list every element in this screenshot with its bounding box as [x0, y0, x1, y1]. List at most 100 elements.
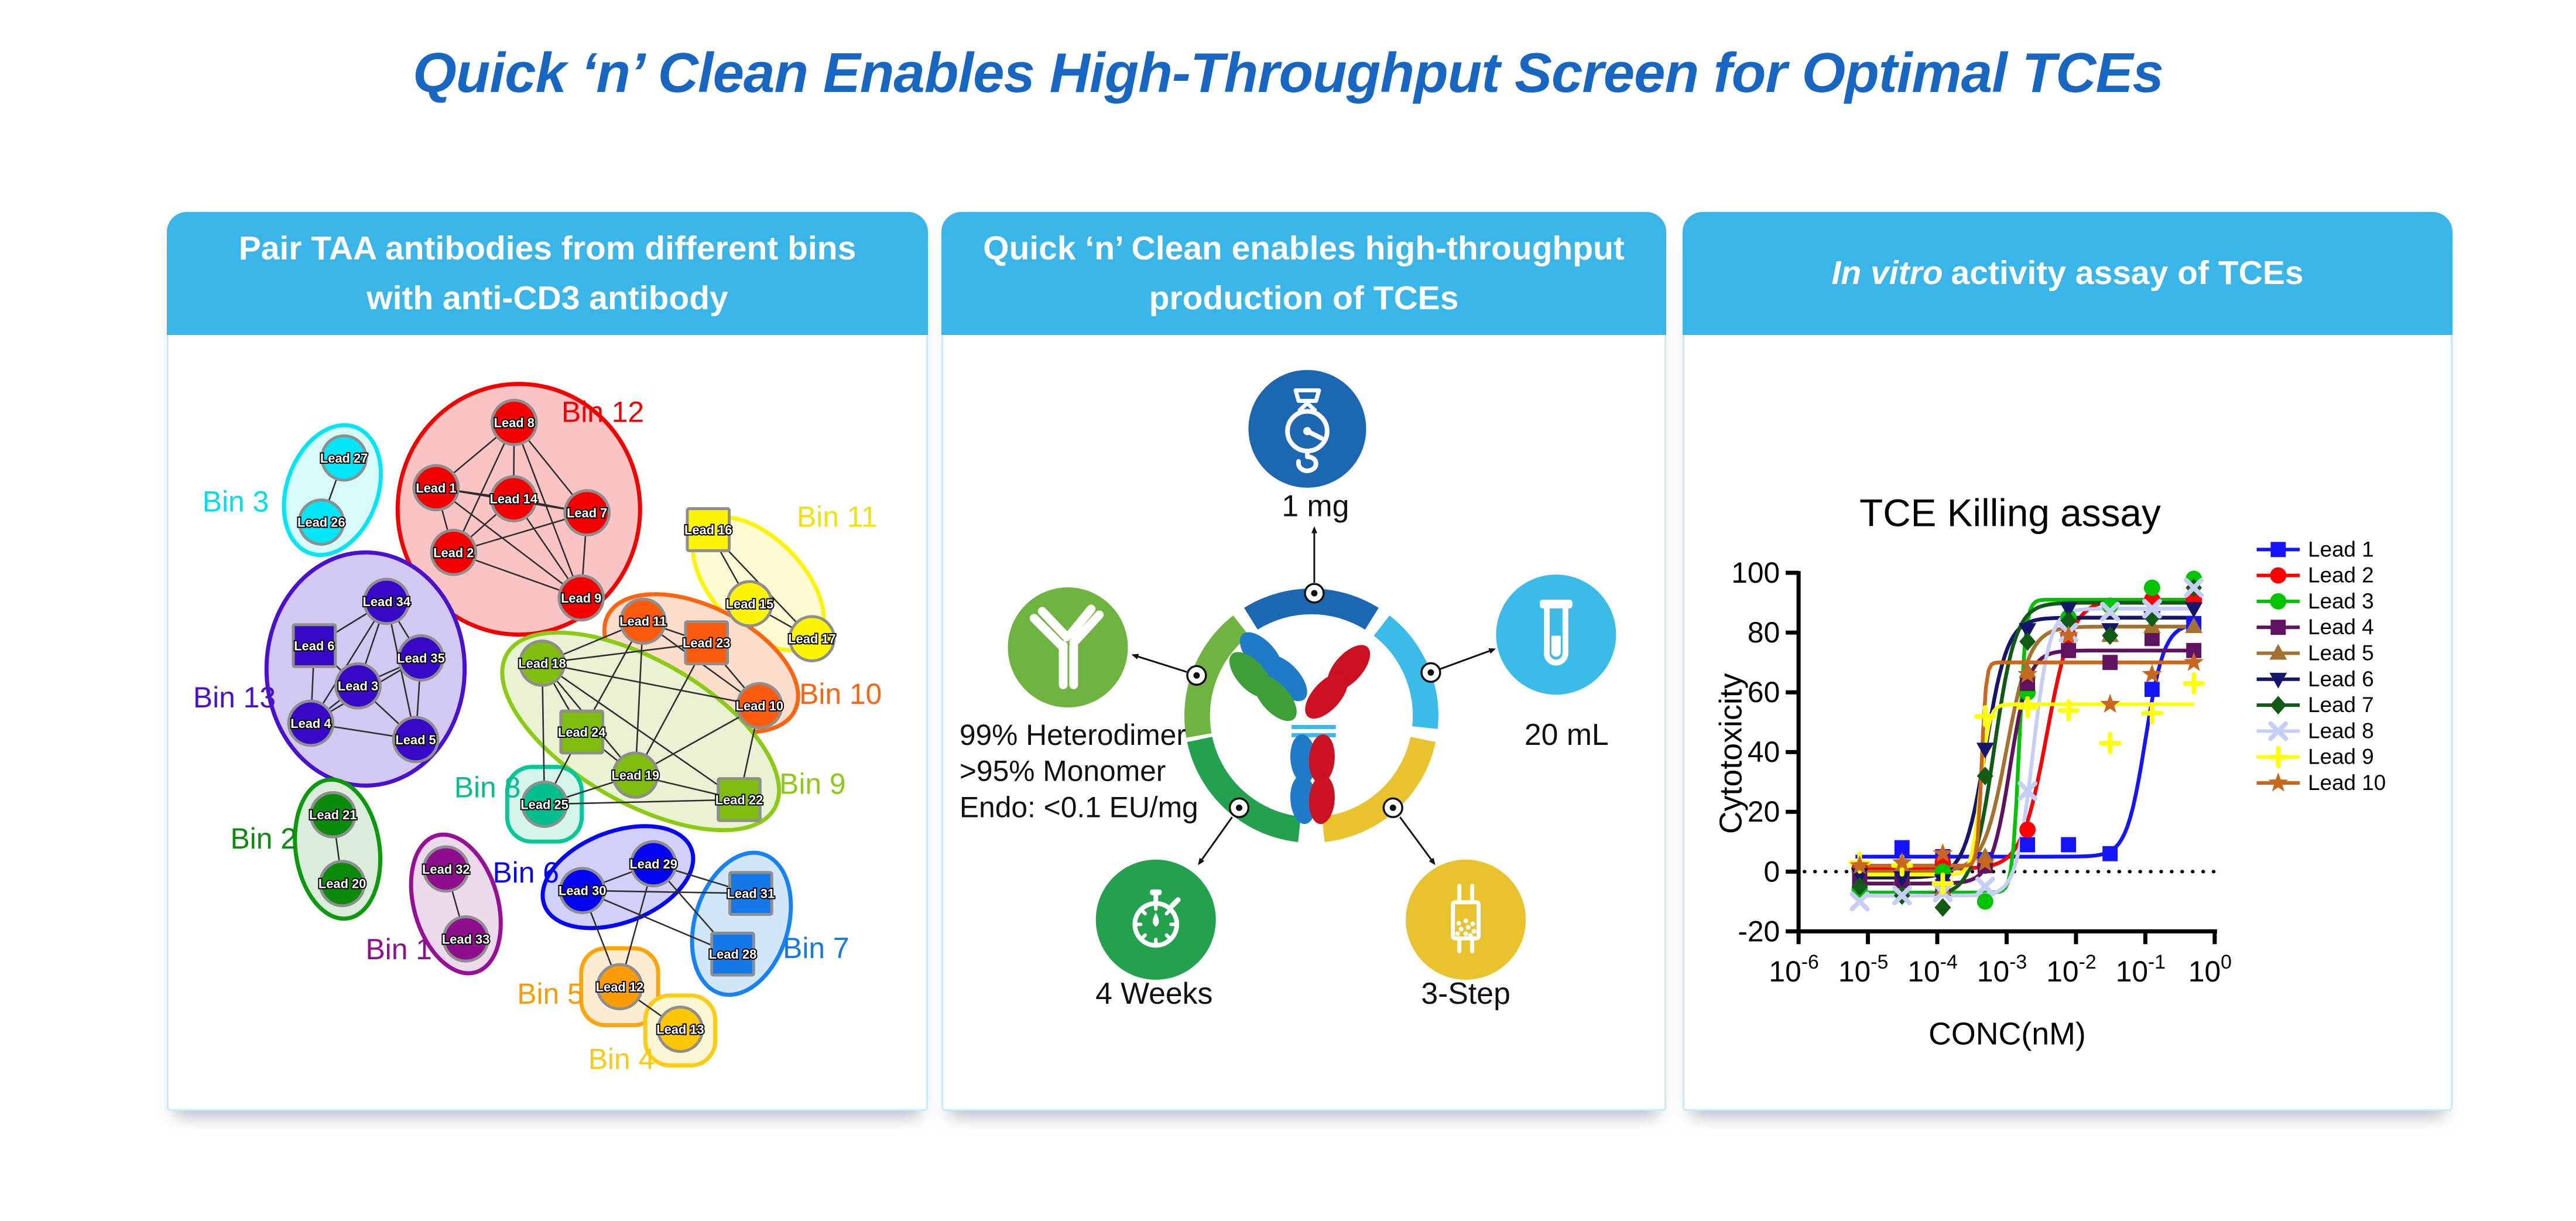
data-point-lead-10	[2017, 663, 2038, 683]
cycle-step-label: 1 mg	[1282, 489, 1349, 523]
cycle-arc-lower-left	[1187, 736, 1301, 842]
series-curve-lead-1	[1855, 623, 2194, 859]
network-edge	[436, 487, 582, 598]
network-node	[490, 399, 538, 446]
bin-label: Bin 7	[783, 932, 849, 965]
data-point-lead-2	[2019, 821, 2036, 838]
bin-label: Bin 1	[365, 933, 431, 966]
cycle-arc-upper-right	[1373, 615, 1438, 729]
network-node	[563, 489, 611, 536]
bin-label: Bin 8	[454, 771, 520, 803]
legend-marker	[2270, 696, 2287, 715]
network-node-label: Lead 5	[395, 733, 436, 747]
network-node	[334, 662, 382, 710]
data-point-lead-1	[2020, 837, 2036, 853]
panel-production-body: 1 mg 20 mL 4 Weeks 3-Step 99% Heterodimer >95…	[943, 335, 1664, 1109]
network-node	[788, 615, 836, 662]
data-point-lead-6	[2185, 602, 2203, 618]
legend-label: Lead 6	[2308, 667, 2374, 691]
bin-label: Bin 12	[561, 395, 644, 428]
data-point-lead-4	[2061, 642, 2077, 658]
network-node	[726, 580, 773, 628]
data-point-lead-10	[1933, 843, 1953, 863]
network-node-label: Lead 24	[558, 725, 606, 740]
network-node	[518, 639, 566, 687]
data-point-lead-3	[1976, 893, 1993, 910]
cycle-step-label: 4 Weeks	[1095, 976, 1212, 1010]
panel-binning: Pair TAA antibodies from different bins …	[167, 212, 928, 1111]
x-tick-label: 10-4	[1907, 951, 1957, 988]
bin-label: Bin 6	[492, 856, 559, 889]
network-node-label: Lead 29	[629, 857, 677, 871]
network-node-label: Lead 9	[561, 591, 601, 606]
bin-label: Bin 11	[797, 501, 877, 533]
legend-marker	[2268, 721, 2289, 741]
data-point-lead-3	[2143, 579, 2160, 596]
y-tick-label: 80	[1748, 616, 1780, 649]
x-tick-label: 10-1	[2116, 951, 2166, 988]
network-node-label: Lead 8	[494, 415, 535, 430]
panel-assay-title-italic: In vitro	[1831, 254, 1943, 292]
data-point-lead-1	[2061, 837, 2077, 853]
bin-label: Bin 10	[799, 678, 882, 710]
network-node	[397, 634, 445, 682]
data-point-lead-10	[1849, 855, 1870, 874]
network-node	[362, 577, 410, 625]
data-point-lead-8	[1849, 891, 1870, 912]
network-node-label: Lead 1	[416, 481, 456, 495]
bin-label: Bin 2	[231, 822, 297, 855]
network-node-label: Lead 10	[736, 699, 783, 713]
network-node	[728, 871, 773, 916]
network-node-label: Lead 12	[596, 980, 643, 994]
data-point-lead-10	[2184, 652, 2204, 671]
network-node-label: Lead 28	[709, 947, 756, 962]
y-tick-label: -20	[1738, 915, 1780, 948]
series-curve-lead-9	[1855, 702, 2194, 877]
network-node-label: Lead 7	[567, 506, 607, 521]
bin-label: Bin 4	[588, 1042, 655, 1075]
network-node-label: Lead 6	[294, 639, 334, 654]
killing-assay-chart: TCE Killing assay Cytotoxicity CONC(nM) -20…	[1714, 492, 2386, 1052]
network-node-label: Lead 31	[727, 887, 775, 901]
network-node	[611, 751, 659, 799]
panel-assay-body: TCE Killing assay Cytotoxicity CONC(nM) -20…	[1684, 335, 2451, 1109]
network-node-label: Lead 11	[619, 614, 666, 629]
legend-label: Lead 7	[2308, 693, 2374, 717]
cycle-connector-dot	[1427, 669, 1434, 676]
data-point-lead-1	[2144, 682, 2160, 697]
bin-label: Bin 13	[193, 681, 276, 714]
network-node	[656, 1005, 704, 1053]
bin-label: Bin 9	[779, 767, 845, 800]
network-node	[292, 623, 337, 668]
cycle-arrow	[1399, 816, 1436, 866]
panel-production-title: Quick ‘n’ Clean enables high-throughput …	[983, 229, 1625, 317]
data-point-lead-8	[2017, 781, 2038, 801]
bin-label: Bin 5	[517, 977, 583, 1010]
network-edge	[544, 799, 739, 805]
data-point-lead-10	[2142, 663, 2162, 683]
network-edge	[582, 890, 751, 894]
data-point-lead-4	[2102, 655, 2118, 671]
bin-area-bin-7	[690, 850, 793, 997]
network-node	[684, 620, 729, 665]
data-point-lead-10	[1975, 852, 1995, 871]
network-node-label: Lead 20	[318, 877, 366, 891]
hinge-bond	[1292, 733, 1336, 737]
network-edge	[310, 601, 388, 724]
y-tick-label: 60	[1748, 676, 1780, 709]
data-point-lead-10	[2058, 625, 2079, 644]
network-node	[320, 434, 368, 482]
network-node-label: Lead 19	[612, 768, 659, 783]
network-node-label: Lead 14	[490, 492, 538, 507]
network-node-label: Lead 26	[297, 515, 345, 530]
scale-icon	[1285, 388, 1330, 473]
legend-marker	[2270, 593, 2287, 610]
cycle-arrow	[1131, 654, 1187, 673]
network-node-label: Lead 22	[715, 792, 763, 807]
network-node-label: Lead 32	[422, 862, 470, 877]
cycle-step-volume	[1496, 574, 1616, 695]
legend-label: Lead 2	[2308, 563, 2374, 587]
network-node-label: Lead 34	[363, 594, 411, 609]
antibody-domain	[1290, 734, 1317, 784]
network-edge	[453, 422, 515, 553]
